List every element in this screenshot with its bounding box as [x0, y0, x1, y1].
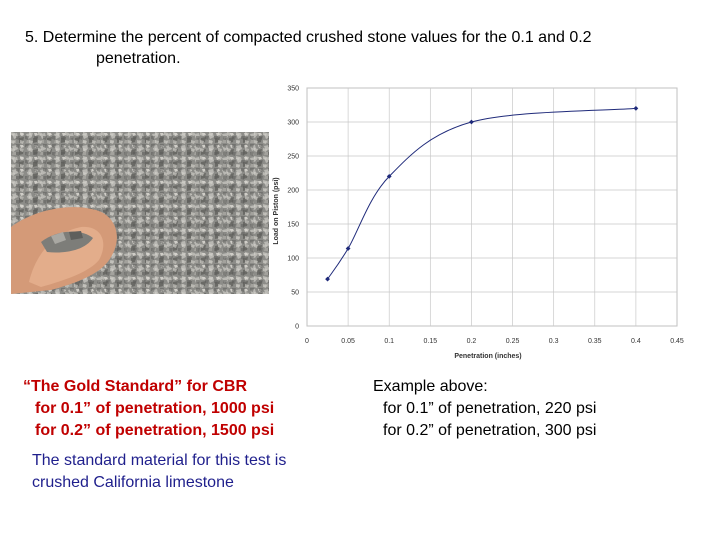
x-tick-label: 0.3 [549, 338, 559, 345]
x-tick-label: 0.05 [341, 338, 355, 345]
x-tick-label: 0.1 [384, 338, 394, 345]
example-line-2: for 0.2” of penetration, 300 psi [383, 422, 597, 439]
y-tick-label: 50 [291, 290, 299, 297]
gold-standard-line-1: for 0.1” of penetration, 1000 psi [35, 400, 275, 417]
gold-standard-line-2: for 0.2” of penetration, 1500 psi [35, 422, 275, 439]
example-line-1: for 0.1” of penetration, 220 psi [383, 400, 597, 417]
crushed-stone-photo [11, 132, 269, 294]
x-tick-label: 0 [305, 338, 309, 345]
chart-grid [306, 87, 678, 327]
y-tick-label: 200 [287, 188, 299, 195]
crushed-stone-image [11, 132, 269, 294]
y-tick-label: 250 [287, 154, 299, 161]
plot-area [306, 87, 678, 327]
gold-standard-heading: “The Gold Standard” for CBR [23, 378, 247, 395]
data-point [325, 276, 330, 282]
y-axis-ticks: 0 50 100 150 200 250 300 350 [287, 86, 299, 331]
x-tick-label: 0.25 [506, 338, 520, 345]
data-point [386, 174, 392, 179]
y-tick-label: 300 [287, 120, 299, 127]
x-tick-label: 0.4 [631, 338, 641, 345]
x-axis-ticks: 0 0.05 0.1 0.15 0.2 0.25 0.3 0.35 0.4 0.45 [305, 338, 684, 345]
x-tick-label: 0.35 [588, 338, 602, 345]
question-line-2: penetration. [96, 50, 181, 67]
material-note: The standard material for this test is c… [32, 450, 286, 494]
material-note-line-2: crushed California limestone [32, 474, 234, 491]
gold-standard-block: “The Gold Standard” for CBR for 0.1” of … [23, 376, 274, 442]
cbr-chart: 0 50 100 150 200 250 300 350 0 0.05 0.1 0.15 0.2 0.2… [273, 86, 684, 361]
data-points [325, 106, 639, 282]
y-tick-label: 0 [295, 324, 299, 331]
example-heading: Example above: [373, 378, 488, 395]
example-block: Example above: for 0.1” of penetration, … [373, 376, 596, 442]
material-note-line-1: The standard material for this test is [32, 452, 287, 469]
data-point [633, 106, 639, 111]
question-text: 5. Determine the percent of compacted cr… [25, 27, 705, 69]
x-axis-label: Penetration (inches) [454, 353, 521, 360]
y-tick-label: 350 [287, 86, 299, 93]
y-axis-label: Load on Piston (psi) [273, 177, 280, 244]
x-tick-label: 0.45 [670, 338, 684, 345]
y-tick-label: 150 [287, 222, 299, 229]
data-point [469, 119, 474, 125]
data-point [345, 246, 351, 251]
series-line [327, 107, 636, 280]
x-tick-label: 0.15 [424, 338, 438, 345]
x-tick-label: 0.2 [467, 338, 477, 345]
question-line-1: 5. Determine the percent of compacted cr… [25, 29, 592, 46]
y-tick-label: 100 [287, 256, 299, 263]
